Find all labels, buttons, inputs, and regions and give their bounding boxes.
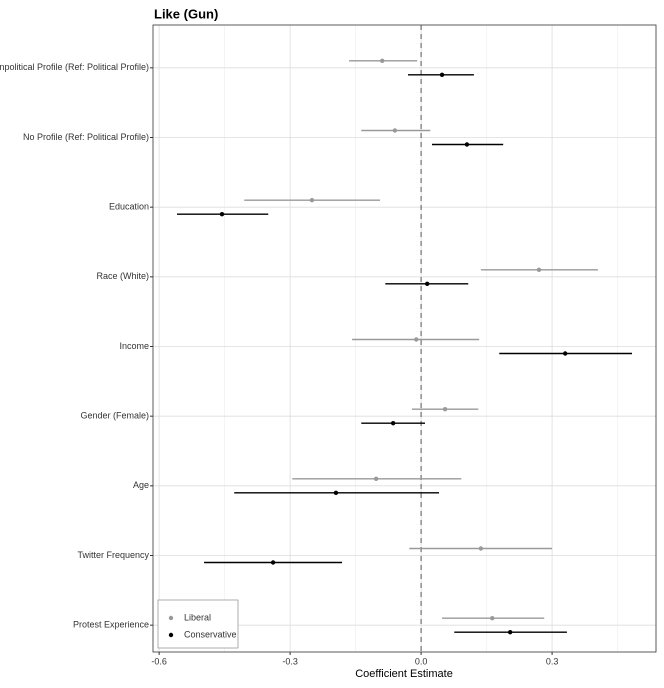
point xyxy=(507,629,513,635)
chart-title: Like (Gun) xyxy=(154,6,218,21)
point xyxy=(333,490,339,496)
point xyxy=(442,406,448,412)
legend-marker xyxy=(168,615,174,621)
y-tick-label: Race (White) xyxy=(96,271,149,281)
point xyxy=(562,351,568,356)
point xyxy=(309,197,315,203)
point xyxy=(464,142,470,147)
point xyxy=(439,72,445,78)
y-tick-label: Nonpolitical Profile (Ref: Political Pro… xyxy=(0,62,149,72)
y-tick-label: Gender (Female) xyxy=(80,411,149,421)
y-tick-label: Protest Experience xyxy=(73,620,149,630)
y-tick-label: Income xyxy=(119,341,149,351)
y-tick-label: No Profile (Ref: Political Profile) xyxy=(23,132,149,142)
plot-frame xyxy=(152,24,657,653)
x-tick-label: -0.3 xyxy=(282,656,298,666)
point xyxy=(478,546,484,551)
legend-label: Conservative xyxy=(184,629,237,639)
x-tick-label: 0.0 xyxy=(415,656,428,666)
point xyxy=(380,58,385,64)
point xyxy=(414,337,419,342)
y-tick-label: Education xyxy=(109,202,149,212)
point xyxy=(425,281,430,287)
point xyxy=(392,128,398,133)
y-tick-label: Twitter Frequency xyxy=(77,550,149,560)
legend-marker xyxy=(168,632,174,638)
point xyxy=(270,560,276,565)
x-tick-label: 0.3 xyxy=(546,656,559,666)
point xyxy=(536,267,542,273)
point xyxy=(373,476,379,482)
point xyxy=(390,420,396,426)
x-tick-label: -0.6 xyxy=(151,656,167,666)
legend-label: Liberal xyxy=(184,612,211,622)
y-tick-label: Age xyxy=(133,480,149,490)
point xyxy=(219,211,225,217)
x-axis-title: Coefficient Estimate xyxy=(355,668,453,680)
legend-box xyxy=(157,599,239,649)
point xyxy=(490,615,495,621)
